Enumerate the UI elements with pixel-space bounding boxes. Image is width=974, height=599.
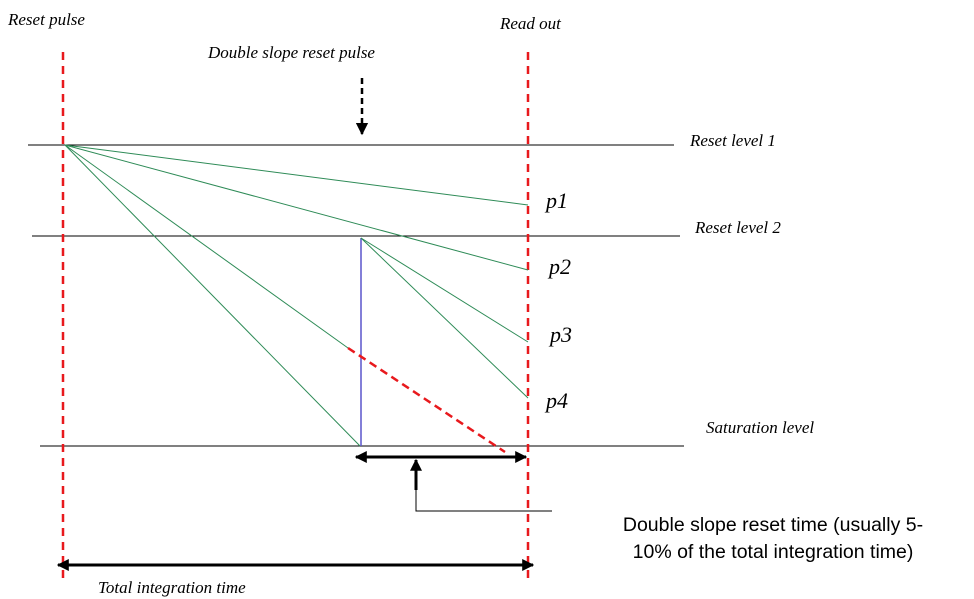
slope-p2	[64, 144, 529, 271]
slope-p4-after-reset	[360, 237, 529, 399]
slope-p1	[64, 144, 529, 206]
p4-label: p4	[546, 388, 568, 413]
p1-label: p1	[546, 188, 568, 213]
double-slope-reset-pulse-label: Double slope reset pulse	[208, 43, 375, 62]
saturation-level-label: Saturation level	[706, 418, 815, 437]
slope-p4-initial	[64, 144, 361, 447]
slope-p3-initial	[64, 144, 349, 349]
slope-p3-after-reset	[360, 237, 529, 343]
note-line-2: 10% of the total integration time)	[632, 541, 914, 563]
note-line-1: Double slope reset time (usually 5-	[622, 514, 924, 536]
read-out-label: Read out	[500, 14, 561, 33]
note-pointer-line	[415, 462, 552, 512]
p2-label: p2	[549, 254, 571, 279]
reset-pulse-label: Reset pulse	[8, 10, 85, 29]
double-slope-reset-time-note: Double slope reset time (usually 5- 10% …	[578, 512, 968, 566]
total-integration-time-label: Total integration time	[98, 578, 246, 597]
reset-level-1-label: Reset level 1	[690, 131, 776, 150]
reset-level-2-label: Reset level 2	[695, 218, 781, 237]
p3-label: p3	[550, 322, 572, 347]
saturation-extrapolation	[347, 346, 506, 454]
